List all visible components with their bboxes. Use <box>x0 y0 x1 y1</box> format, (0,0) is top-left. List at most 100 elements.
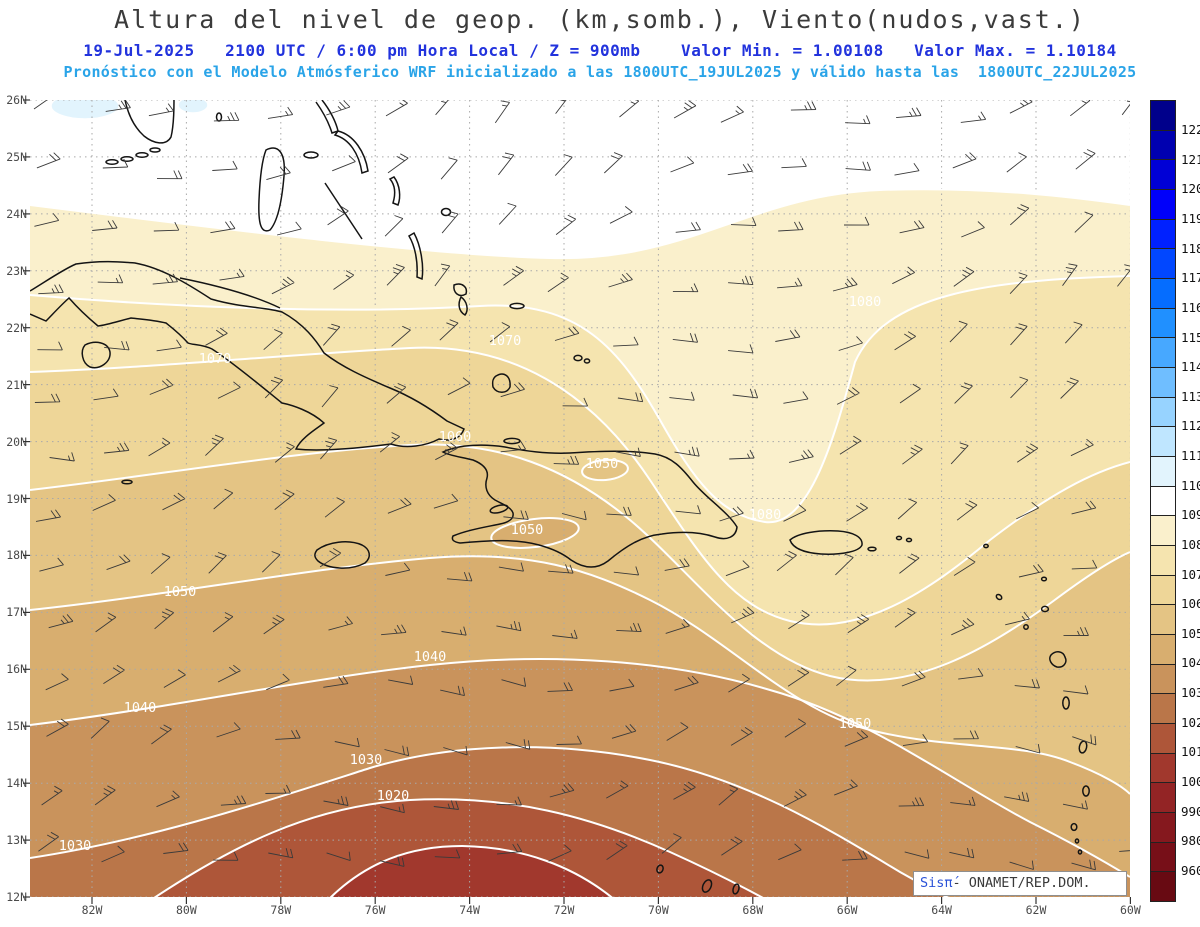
colorbar <box>1150 100 1176 902</box>
lat-tick-label: 17N <box>6 605 27 620</box>
colorbar-cell <box>1151 367 1175 397</box>
colorbar-tick-label: 1210 <box>1181 151 1200 167</box>
lon-tick-label: 70W <box>648 903 669 917</box>
lon-tick-label: 62W <box>1025 903 1047 917</box>
colorbar-cell <box>1151 782 1175 813</box>
contour-label-layer: 1090 1080 1070 1070 1060 1050 1050 1080 1050 1040… <box>59 245 882 854</box>
lat-tick-label: 26N <box>6 93 27 107</box>
high-band-blobs <box>50 100 209 120</box>
lon-tick-label: 82W <box>81 903 103 917</box>
colorbar-cell <box>1151 218 1175 249</box>
colorbar-cell <box>1151 604 1175 635</box>
lat-tick-label: 20N <box>6 434 27 449</box>
colorbar-tick-label: 1200 <box>1181 181 1200 197</box>
lat-tick-label: 21N <box>6 377 27 392</box>
svg-text:1050: 1050 <box>586 456 619 472</box>
colorbar-cell <box>1151 812 1175 842</box>
contour-line-layer <box>30 188 1130 897</box>
lat-tick-label: 19N <box>6 491 27 506</box>
lat-tick-label: 23N <box>6 263 27 278</box>
lon-tick-label: 64W <box>931 903 952 917</box>
colorbar-cell <box>1151 159 1175 190</box>
page-title: Altura del nivel de geop. (km,somb.), Vi… <box>114 5 1086 34</box>
svg-text:1080: 1080 <box>749 507 782 523</box>
colorbar-cell <box>1151 574 1175 605</box>
colorbar-tick-label: 1170 <box>1181 270 1200 286</box>
colorbar-tick-label: 1180 <box>1181 240 1200 256</box>
colorbar-tick-label: 960 <box>1181 862 1200 878</box>
colorbar-cell <box>1151 634 1175 664</box>
colorbar-cell <box>1151 396 1175 427</box>
colorbar-tick-label: 1080 <box>1181 536 1200 552</box>
lat-tick-label: 16N <box>6 662 27 677</box>
colorbar-tick-label: 1150 <box>1181 329 1200 345</box>
lat-tick-label: 14N <box>6 776 27 791</box>
lat-tick-label: 15N <box>6 719 27 734</box>
svg-text:1050: 1050 <box>164 584 197 600</box>
colorbar-cell <box>1151 337 1175 368</box>
colorbar-tick-label: 1070 <box>1181 566 1200 582</box>
colorbar-tick-label: 1020 <box>1181 714 1200 730</box>
colorbar-cell <box>1151 278 1175 308</box>
colorbar-cell <box>1151 189 1175 219</box>
lat-tick-label: 24N <box>6 206 27 221</box>
lon-tick-label: 68W <box>742 903 764 917</box>
lat-tick-label: 18N <box>6 548 27 563</box>
svg-text:1030: 1030 <box>350 752 383 768</box>
coastline-layer <box>30 100 1090 896</box>
svg-text:1060: 1060 <box>439 429 472 445</box>
colorbar-tick-label: 1130 <box>1181 388 1200 404</box>
colorbar-tick-label: 1060 <box>1181 596 1200 612</box>
colorbar-cell <box>1151 485 1175 516</box>
colorbar-tick-label: 1090 <box>1181 507 1200 523</box>
colorbar-tick-label: 980 <box>1181 833 1200 849</box>
colorbar-cell <box>1151 663 1175 694</box>
svg-text:1050: 1050 <box>511 522 544 538</box>
colorbar-tick-label: 1160 <box>1181 299 1200 315</box>
lon-tick-label: 78W <box>270 903 292 917</box>
svg-text:1070: 1070 <box>199 351 232 367</box>
colorbar-cell <box>1151 693 1175 724</box>
colorbar-cell <box>1151 841 1175 872</box>
colorbar-cell <box>1151 456 1175 486</box>
colorbar-tick-label: 1000 <box>1181 773 1200 789</box>
svg-text:1090: 1090 <box>504 245 537 261</box>
attribution-org: - ONAMET/REP.DOM. <box>952 875 1091 891</box>
colorbar-tick-label: 1030 <box>1181 685 1200 701</box>
colorbar-cell <box>1151 515 1175 546</box>
colorbar-cell <box>1151 871 1175 902</box>
windbarb-layer <box>33 100 1130 871</box>
lat-tick-label: 25N <box>6 149 27 164</box>
lat-tick-label: 22N <box>6 320 27 335</box>
colorbar-cell <box>1151 129 1175 160</box>
colorbar-tick-label: 1140 <box>1181 359 1200 375</box>
svg-text:1070: 1070 <box>489 333 522 349</box>
colorbar-tick-label: 990 <box>1181 803 1200 819</box>
colorbar-tick-label: 1050 <box>1181 625 1200 641</box>
valid-time-line: 19-Jul-2025 2100 UTC / 6:00 pm Hora Loca… <box>83 41 1117 60</box>
lon-tick-label: 72W <box>553 903 575 917</box>
lon-tick-label: 66W <box>836 903 858 917</box>
lon-tick-label: 80W <box>176 903 197 917</box>
colorbar-cell <box>1151 545 1175 575</box>
lon-tick-label: 60W <box>1120 903 1141 917</box>
attribution-box: Sisπ́- ONAMET/REP.DOM. <box>913 871 1127 896</box>
attribution-brand: Sisπ́ <box>920 875 953 891</box>
svg-text:1050: 1050 <box>839 716 872 732</box>
colorbar-tick-label: 1040 <box>1181 655 1200 671</box>
axis-ticks <box>23 99 1132 904</box>
svg-text:1040: 1040 <box>124 700 157 716</box>
contour-fill-layer <box>30 189 1130 897</box>
colorbar-cell <box>1151 248 1175 279</box>
svg-text:1080: 1080 <box>849 294 882 310</box>
svg-text:1020: 1020 <box>377 788 410 804</box>
colorbar-tick-label: 1220 <box>1181 122 1200 138</box>
colorbar-cell <box>1151 307 1175 338</box>
colorbar-cell <box>1151 723 1175 753</box>
lat-tick-label: 12N <box>6 890 27 905</box>
colorbar-cell <box>1151 752 1175 783</box>
